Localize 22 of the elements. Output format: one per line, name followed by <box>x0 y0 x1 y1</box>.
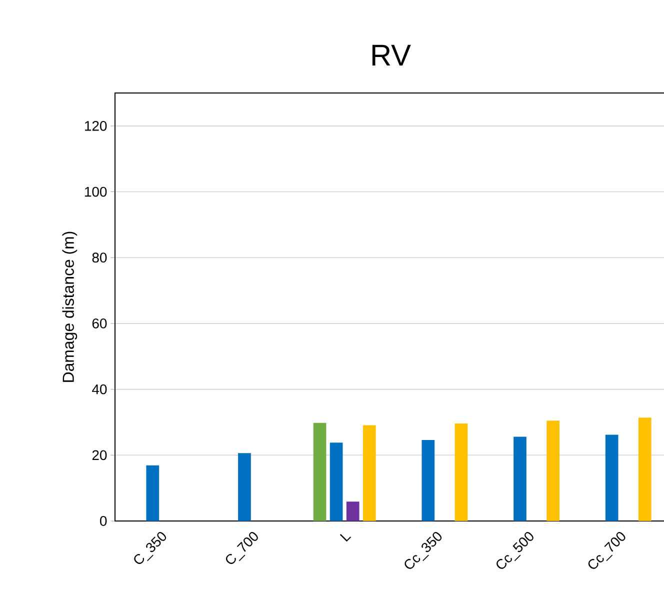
y-tick-label: 0 <box>100 516 107 526</box>
y-tick-label: 80 <box>92 252 107 263</box>
bar <box>454 424 468 521</box>
y-tick-label: 60 <box>92 318 107 328</box>
bar <box>362 425 376 521</box>
bar <box>638 418 652 521</box>
bar <box>313 422 326 521</box>
bar <box>422 440 435 521</box>
y-tick-label: 20 <box>92 450 107 460</box>
y-axis-title: Damage distance (m) <box>62 232 78 382</box>
bar <box>605 434 618 521</box>
bar <box>330 442 343 521</box>
bar <box>238 453 251 521</box>
bar <box>546 420 560 521</box>
bar <box>514 436 526 521</box>
y-tick-label: 100 <box>85 186 107 197</box>
chart-title: RV <box>372 44 411 66</box>
bar <box>146 465 160 521</box>
x-tick-label: L <box>340 534 352 542</box>
y-tick-label: 40 <box>92 384 107 394</box>
bar <box>346 502 360 521</box>
y-tick-label: 120 <box>85 120 107 131</box>
